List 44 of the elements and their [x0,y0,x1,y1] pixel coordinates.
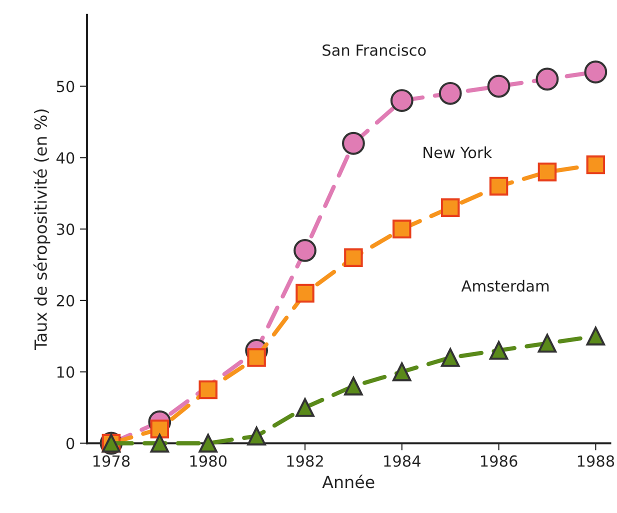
x-tick-label: 1982 [287,455,323,467]
point [489,341,508,360]
y-tick-label: 40 [56,152,74,164]
point [584,60,608,84]
point [150,420,170,438]
point [538,334,557,353]
point [489,176,508,196]
point [440,348,460,367]
y-axis-title: Taux de séropositivité (en %) [33,110,50,350]
y-tick-label: 50 [56,80,74,92]
point [392,362,412,382]
point [342,132,365,155]
point [296,398,314,417]
point [294,239,316,262]
x-axis-title: Année [322,474,374,488]
point [390,89,414,112]
text: San Francisco [322,44,426,56]
point [344,376,363,396]
y-tick-label: 10 [57,366,74,378]
point [536,68,559,91]
point [392,220,412,238]
point [487,74,510,98]
series-label: New York [424,146,492,158]
point [247,426,266,446]
point [198,434,218,453]
point [440,198,460,218]
point [586,326,606,346]
point [296,284,314,303]
y-tick-label: 0 [66,438,74,450]
point [198,380,218,400]
point [586,155,606,174]
point [247,348,266,367]
point [438,82,462,105]
x-tick-label: 1978 [93,455,130,467]
point [150,434,170,453]
text: Amsterdam [461,280,549,292]
y-tick-label: 30 [56,224,74,236]
x-tick-label: 1980 [190,455,227,467]
y-tick-label: 20 [56,294,74,306]
x-tick-label: 1984 [384,455,420,467]
x-tick-label: 1986 [481,455,518,467]
point [538,162,557,182]
x-tick-label: 1988 [578,455,614,467]
point [344,248,363,267]
